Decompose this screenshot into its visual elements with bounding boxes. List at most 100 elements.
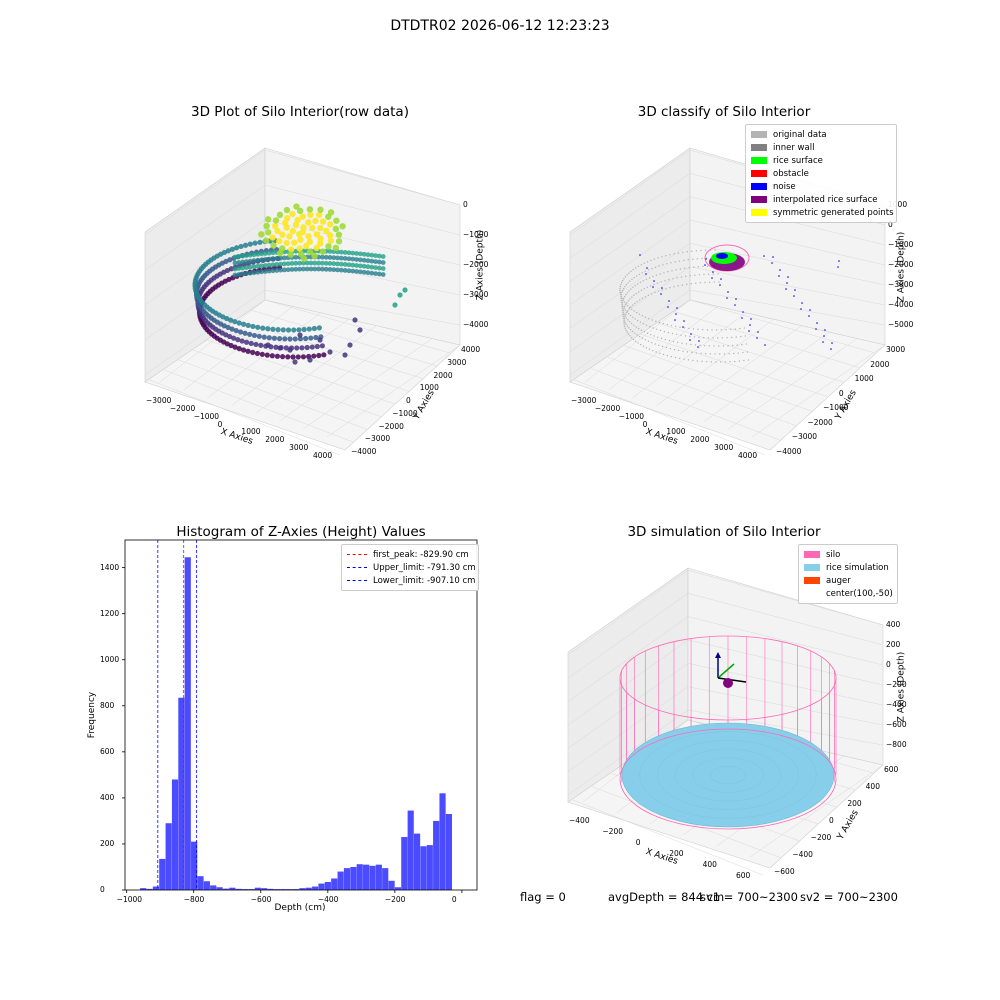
legend-entry: rice surface (751, 154, 891, 167)
class-point-noise (674, 319, 676, 321)
rice-mesh-ring (710, 766, 746, 784)
raw-point (236, 260, 242, 265)
class-point-original (720, 329, 723, 331)
class-point-original (635, 311, 638, 314)
class-point-original (700, 352, 702, 355)
class-point-original (639, 281, 642, 284)
class-point-original (638, 313, 641, 315)
raw-point (299, 213, 307, 220)
raw-point (293, 203, 300, 210)
raw-point (255, 269, 261, 275)
raw-point (307, 211, 314, 218)
raw-point (380, 254, 386, 259)
class-point-noise (660, 293, 662, 295)
rice-mesh-ring (657, 740, 799, 810)
raw-point (287, 336, 293, 342)
class-point-noise (748, 330, 750, 332)
class-point-original (619, 287, 621, 290)
class-point-original (649, 325, 651, 328)
class-point-original (645, 324, 648, 326)
class-point-original (621, 297, 623, 299)
raw-point (278, 261, 283, 267)
raw-point (240, 253, 246, 259)
p4-ztick: 0 (886, 660, 891, 669)
class-point-original (661, 345, 664, 348)
class-point-original (663, 330, 666, 333)
histogram-xtick: 0 (451, 895, 457, 904)
raw-point (270, 326, 276, 332)
p4-xtick: 0 (635, 838, 641, 847)
class-point-original (622, 297, 625, 300)
class-point-original (695, 352, 698, 354)
class-point-original (713, 281, 716, 283)
raw-point (361, 269, 367, 275)
histogram-xtick: −800 (183, 895, 205, 904)
raw-point (296, 207, 304, 215)
class-point-original (620, 301, 623, 304)
legend-entry: obstacle (751, 167, 891, 180)
raw-point (354, 263, 359, 268)
class-point-noise (719, 284, 721, 286)
class-point-original (649, 285, 652, 287)
raw-point (320, 254, 325, 260)
p2-ytick: 2000 (870, 359, 890, 369)
class-point-original (623, 313, 625, 315)
class-point-original (619, 293, 622, 296)
raw-point (365, 252, 371, 258)
raw-point (283, 206, 291, 214)
class-point-original (723, 353, 726, 355)
class-point-original (635, 340, 637, 342)
class-point-original (670, 262, 672, 264)
class-point-original (658, 344, 660, 346)
histogram-bar (146, 888, 153, 890)
raw-point (350, 256, 356, 262)
p4-xtick: 400 (702, 860, 717, 869)
class-point-noise (822, 341, 824, 343)
raw-point (232, 319, 238, 325)
p2-xtick: 0 (642, 419, 648, 429)
p2-ytick: −1000 (823, 403, 849, 413)
raw-point (252, 240, 258, 246)
class-point-original (630, 270, 632, 273)
raw-point (332, 225, 340, 233)
raw-point (354, 251, 359, 256)
raw-point (274, 268, 280, 273)
class-point-original (679, 357, 681, 360)
class-point-original (666, 354, 669, 357)
p4-xtick: 200 (669, 849, 684, 858)
class-point-original (638, 335, 641, 338)
class-point-original (632, 268, 634, 271)
histogram-ytick: 1000 (100, 654, 120, 664)
raw-point (270, 250, 276, 256)
raw-point (297, 260, 302, 266)
class-point-original (672, 278, 674, 280)
raw-point (311, 252, 318, 260)
class-point-original (623, 277, 625, 280)
class-point-noise (794, 289, 796, 291)
legend-line (347, 554, 367, 555)
histogram-bar (375, 864, 382, 890)
class-point-original (719, 353, 721, 355)
class-point-original (656, 328, 658, 330)
raw-point (301, 326, 307, 333)
raw-point (316, 211, 323, 218)
histogram-bar (305, 887, 312, 890)
raw-point (346, 256, 352, 262)
class-point-original (728, 353, 730, 355)
class-point-original (701, 360, 703, 363)
auger-y-arrow (717, 663, 735, 679)
class-point-original (625, 284, 628, 286)
raw-point (306, 238, 314, 245)
raw-point (271, 222, 279, 230)
p4-ytick: 400 (865, 782, 880, 791)
raw-point (296, 230, 303, 238)
raw-point (279, 231, 286, 238)
class-point-noise (808, 315, 810, 317)
legend-label: original data (773, 129, 827, 140)
class-point-original (632, 286, 634, 289)
class-point-original (662, 322, 665, 325)
class-point-original (651, 267, 653, 270)
legend-swatch (751, 170, 767, 177)
histogram-bar (420, 846, 427, 890)
